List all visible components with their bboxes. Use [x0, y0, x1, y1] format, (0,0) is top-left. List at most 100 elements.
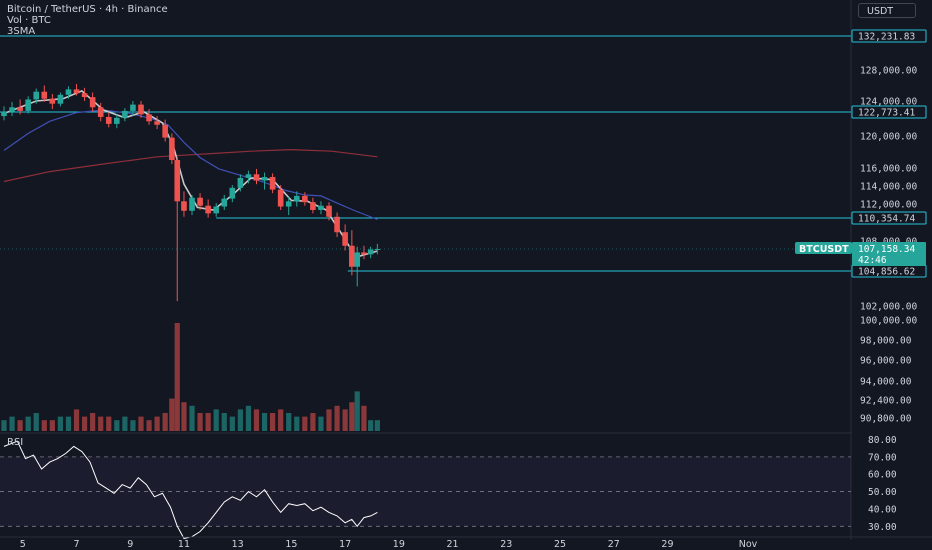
candle-body: [253, 174, 260, 181]
volume-bar: [354, 391, 360, 431]
time-tick-label: 29: [661, 539, 673, 550]
volume-bar: [374, 420, 380, 431]
volume-bar: [98, 416, 104, 431]
time-tick-label: 21: [447, 539, 459, 550]
volume-bar: [130, 420, 136, 431]
volume-bar: [261, 413, 268, 431]
candle-body: [205, 205, 211, 214]
volume-bar: [197, 413, 203, 431]
price-axis[interactable]: 128,000.00 124,000.00 120,000.00 116,000.00…: [795, 0, 932, 540]
time-tick-label: 9: [127, 539, 133, 550]
level-label-box: [851, 29, 927, 43]
horizontal-levels: [0, 35, 851, 272]
time-tick-label: 7: [74, 539, 80, 550]
symbol-title[interactable]: Bitcoin / TetherUS · 4h · Binance: [7, 4, 168, 15]
price-tick-label: 102,000.00: [860, 302, 917, 313]
rsi-tick-label: 30.00: [868, 522, 897, 533]
chart-legend: Bitcoin / TetherUS · 4h · Binance Vol · …: [7, 4, 168, 37]
time-tick-label: 25: [554, 539, 566, 550]
price-tick-label: 94,000.00: [860, 377, 912, 388]
candle-body: [154, 121, 160, 125]
currency-button[interactable]: USDT: [858, 3, 916, 18]
volume-bar: [245, 405, 252, 431]
time-tick-label: 5: [20, 539, 26, 550]
volume-bar: [361, 405, 367, 431]
rsi-tick-label: 40.00: [868, 504, 897, 515]
candle-body: [162, 124, 168, 138]
moving-averages: [3, 89, 378, 259]
candle-body: [89, 97, 96, 108]
price-tick-label: 116,000.00: [860, 164, 917, 175]
price-tick-label: 90,800.00: [860, 414, 912, 425]
candle-body: [374, 249, 381, 251]
symbol-tag: BTCUSDT: [799, 244, 849, 255]
candle-body: [130, 104, 136, 111]
candle-body: [146, 114, 152, 122]
volume-bar: [162, 413, 168, 431]
volume-bar: [253, 409, 260, 431]
sma-legend[interactable]: 3SMA: [7, 26, 36, 37]
level-label: 110,354.74: [858, 214, 915, 225]
volume-bar: [294, 416, 300, 431]
candle-body: [174, 160, 181, 202]
candle-body: [221, 198, 228, 207]
time-tick-label: 13: [232, 539, 244, 550]
rsi-tick-label: 70.00: [868, 452, 897, 463]
time-tick-label: 27: [608, 539, 620, 550]
volume-bar: [368, 420, 374, 431]
volume-bar: [57, 416, 64, 431]
candle-body: [57, 94, 64, 104]
candle-body: [122, 110, 128, 118]
countdown-label: 42:46: [858, 255, 887, 266]
volume-bar: [17, 420, 23, 431]
volume-bar: [138, 416, 144, 431]
candle-body: [334, 216, 340, 233]
time-axis[interactable]: 5 7 9 11 13 15 17 19 21 23 25 27 29 Nov: [0, 536, 932, 550]
volume-bars: [1, 323, 380, 431]
volume-bar: [278, 409, 284, 431]
rsi-tick-label: 50.00: [868, 487, 897, 498]
volume-bar: [181, 402, 187, 431]
sma-fast-line: [3, 89, 378, 259]
candlesticks: [1, 83, 381, 302]
candle-body: [285, 201, 292, 207]
candle-body: [81, 93, 88, 98]
price-tick-label: 92,400.00: [860, 396, 912, 407]
volume-bar: [229, 416, 235, 431]
time-tick-label: 15: [285, 539, 297, 550]
volume-bar: [90, 413, 96, 431]
level-label: 132,231.83: [858, 32, 915, 43]
candle-body: [245, 174, 252, 178]
volume-bar: [221, 413, 227, 431]
volume-bar: [302, 416, 308, 431]
candle-body: [169, 137, 175, 160]
volume-bar: [114, 420, 120, 431]
candle-body: [367, 249, 374, 255]
volume-bar: [49, 420, 55, 431]
rsi-line: [3, 440, 378, 540]
candle-body: [261, 177, 268, 181]
price-tick-label: 98,000.00: [860, 336, 912, 347]
volume-bar: [73, 409, 80, 431]
level-label-box: [851, 211, 927, 225]
candle-body: [310, 202, 316, 210]
candle-body: [229, 187, 236, 199]
volume-bar: [326, 409, 332, 431]
volume-bar: [106, 416, 112, 431]
candle-body: [181, 201, 187, 211]
candle-body: [361, 252, 367, 255]
time-tick-label: 17: [339, 539, 351, 550]
rsi-tick-label: 60.00: [868, 470, 897, 481]
time-tick-label: 23: [500, 539, 512, 550]
volume-bar: [270, 413, 276, 431]
price-tick-label: 124,000.00: [860, 97, 917, 108]
volume-bar: [342, 409, 348, 431]
volume-bar: [122, 416, 128, 431]
candle-body: [65, 89, 72, 95]
volume-bar: [146, 420, 152, 431]
volume-legend[interactable]: Vol · BTC: [7, 15, 51, 26]
rsi-label: RSI: [7, 437, 23, 448]
volume-bar: [81, 416, 88, 431]
